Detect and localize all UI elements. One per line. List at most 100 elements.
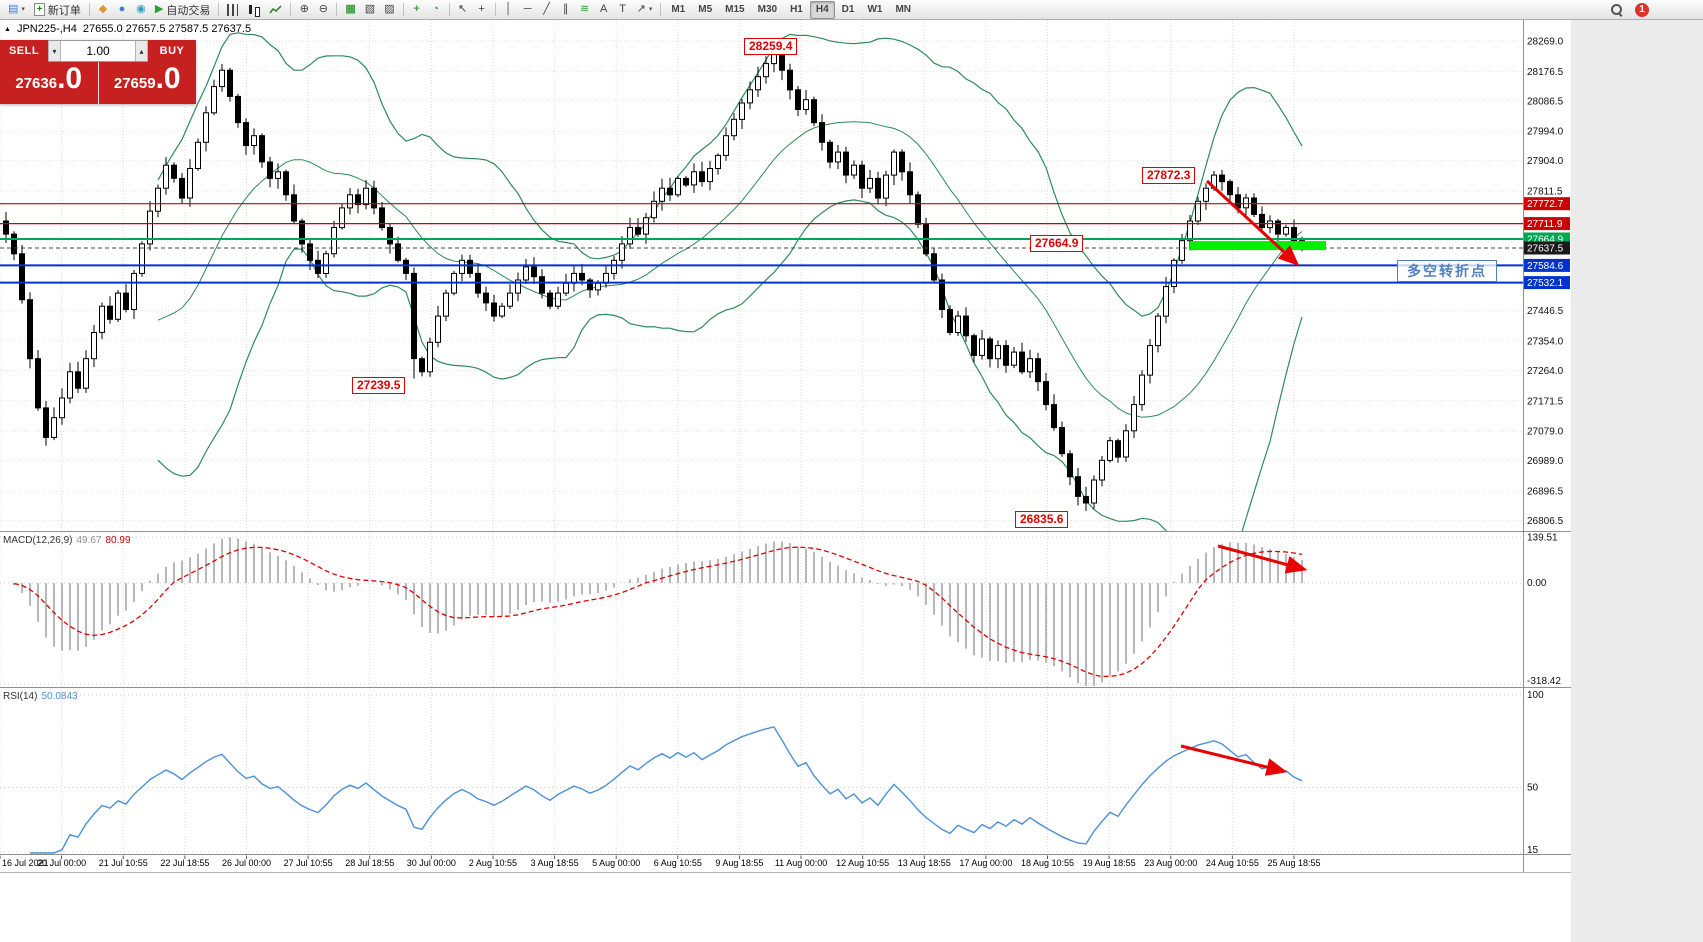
up-triangle-icon: ▲ [4, 25, 11, 33]
rsi-name: RSI(14) [3, 691, 38, 702]
zoom-out-button[interactable]: ⊖ [314, 1, 332, 19]
svg-text:6 Aug 10:55: 6 Aug 10:55 [654, 858, 702, 868]
buy-price-button[interactable]: 27659.0 [98, 62, 196, 104]
svg-text:27264.0: 27264.0 [1527, 366, 1564, 377]
svg-text:18 Aug 10:55: 18 Aug 10:55 [1021, 858, 1074, 868]
clock-icon: ◔ [432, 3, 439, 15]
macd-signal-value: 80.99 [105, 535, 131, 546]
svg-text:9 Aug 18:55: 9 Aug 18:55 [715, 858, 763, 868]
plus-icon: + [36, 3, 43, 15]
svg-text:27811.5: 27811.5 [1527, 186, 1563, 197]
label-tool-button[interactable]: T [614, 1, 632, 19]
market-icon: ● [118, 3, 126, 15]
search-button[interactable] [1606, 1, 1627, 19]
buy-button[interactable]: BUY [148, 40, 196, 62]
bar-chart-icon [227, 3, 239, 16]
channel-icon: ∥ [562, 3, 569, 15]
timeframe-button-m5[interactable]: M5 [698, 4, 713, 15]
arrows-tool-icon: ↗ [636, 3, 646, 15]
zoom-out-icon: ⊖ [318, 3, 328, 15]
auto-arrange-button[interactable]: ▧ [361, 1, 379, 19]
fibonacci-button[interactable]: ≋ [576, 1, 594, 19]
templates-button[interactable]: ▨ [380, 1, 398, 19]
timeframe-button-m1[interactable]: M1 [671, 4, 686, 15]
timeframe-button-h1[interactable]: H1 [790, 4, 803, 15]
cursor-button[interactable]: ↖ [454, 1, 472, 19]
svg-text:22 Jul 18:55: 22 Jul 18:55 [160, 858, 209, 868]
signals-icon: ◉ [136, 3, 146, 15]
sell-price-button[interactable]: 27636.0 [0, 62, 99, 104]
charts-menu-button[interactable]: ▤ ▾ [4, 1, 29, 19]
svg-text:20 Jul 00:00: 20 Jul 00:00 [37, 858, 86, 868]
horizontal-line-button[interactable]: ─ [519, 1, 537, 19]
indicators-button[interactable]: + [408, 1, 426, 19]
candlestick-chart-button[interactable] [243, 1, 264, 19]
notification-badge[interactable]: 1 [1635, 2, 1649, 17]
timeframe-button-w1[interactable]: W1 [867, 4, 883, 15]
new-order-icon: + [33, 3, 45, 16]
toolbar-separator [448, 3, 450, 16]
volume-input[interactable]: 1.00 [86, 44, 110, 58]
new-order-button[interactable]: + 新订单 [30, 1, 85, 19]
text-tool-button[interactable]: A [595, 1, 613, 19]
market-button[interactable]: ● [113, 1, 131, 19]
highlight-zone [1190, 241, 1326, 251]
turning-point-label[interactable]: 多空转折点 [1397, 260, 1497, 282]
chart-menu-icon: ▤ [8, 3, 19, 15]
periods-button[interactable]: ◔ [427, 1, 445, 19]
timeframe-button-h4[interactable]: H4 [809, 0, 835, 19]
timeframe-group: M1 M5 M15 M30 H1 H4 D1 W1 MN [665, 0, 917, 19]
line-chart-button[interactable] [265, 1, 286, 19]
metaquotes-app-button[interactable]: ◆ [94, 1, 112, 19]
zoom-in-button[interactable]: ⊕ [295, 1, 313, 19]
price-annotation-august-low[interactable]: 26835.6 [1015, 511, 1069, 528]
search-icon [1610, 3, 1623, 16]
svg-text:12 Aug 10:55: 12 Aug 10:55 [836, 858, 889, 868]
svg-text:23 Aug 00:00: 23 Aug 00:00 [1144, 858, 1197, 868]
buy-price-main: 27659 [113, 75, 156, 92]
svg-text:19 Aug 18:55: 19 Aug 18:55 [1083, 858, 1136, 868]
autotrading-button[interactable]: ▶ 自动交易 [151, 1, 214, 19]
text-tool-icon: A [599, 3, 608, 15]
sell-button[interactable]: SELL [0, 40, 48, 62]
timeframe-button-d1[interactable]: D1 [841, 4, 855, 15]
new-order-label: 新订单 [47, 4, 81, 17]
chevron-down-icon: ▾ [648, 6, 653, 13]
svg-text:27079.0: 27079.0 [1527, 427, 1564, 438]
price-tag [1524, 258, 1570, 272]
templates-icon: ▨ [384, 3, 395, 15]
svg-text:5 Aug 00:00: 5 Aug 00:00 [592, 858, 640, 868]
price-annotation-peak[interactable]: 28259.4 [744, 38, 798, 55]
fibonacci-icon: ≋ [580, 3, 590, 15]
svg-text:27532.1: 27532.1 [1527, 278, 1564, 289]
price-tag [1524, 197, 1570, 211]
volume-increase-button[interactable]: ▴ [135, 41, 148, 61]
arrows-tool-button[interactable]: ↗ ▾ [633, 1, 657, 19]
buy-price-pips: .0 [155, 62, 181, 95]
svg-text:27994.0: 27994.0 [1527, 127, 1564, 138]
crosshair-button[interactable]: + [473, 1, 491, 19]
trend-arrow [1205, 179, 1300, 267]
timeframe-button-m15[interactable]: M15 [725, 4, 745, 15]
timeframe-button-m30[interactable]: M30 [757, 4, 778, 15]
svg-text:27584.6: 27584.6 [1527, 261, 1564, 272]
price-annotation-secondary-high[interactable]: 27872.3 [1142, 167, 1196, 184]
channel-button[interactable]: ∥ [557, 1, 575, 19]
trendline-button[interactable]: ╱ [538, 1, 556, 19]
toolbar-separator [660, 3, 662, 16]
volume-decrease-button[interactable]: ▾ [48, 41, 61, 61]
svg-text:27904.0: 27904.0 [1527, 156, 1564, 167]
svg-text:27637.5: 27637.5 [1527, 244, 1564, 255]
price-annotation-support[interactable]: 27664.9 [1030, 235, 1084, 252]
price-annotation-july-low[interactable]: 27239.5 [352, 377, 406, 394]
bar-chart-button[interactable] [223, 1, 242, 19]
toolbar-separator [290, 3, 292, 16]
tile-windows-button[interactable]: ▦ [341, 1, 359, 19]
timeframe-button-mn[interactable]: MN [895, 4, 912, 15]
signals-button[interactable]: ◉ [132, 1, 150, 19]
vertical-line-button[interactable]: │ [500, 1, 518, 19]
autotrading-label: 自动交易 [166, 4, 211, 17]
label-tool-icon: T [619, 3, 626, 15]
svg-text:0.00: 0.00 [1527, 578, 1547, 589]
